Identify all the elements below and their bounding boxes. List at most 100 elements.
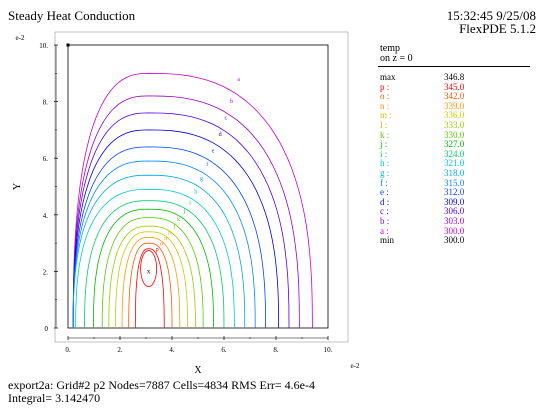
legend-entry: n : 339.0	[380, 100, 525, 111]
legend-key: c :	[380, 206, 389, 217]
contour-label-a: a	[237, 77, 240, 83]
legend-key: e :	[380, 187, 389, 198]
y-exponent-label: e-2	[16, 34, 25, 42]
contour-o	[128, 242, 173, 328]
legend-entry: b : 303.0	[380, 217, 525, 226]
timestamp: 15:32:45 9/25/08	[446, 8, 536, 23]
contour-k	[101, 217, 204, 329]
outer-frame	[54, 31, 349, 343]
contour-label-c: c	[224, 115, 227, 121]
x-exponent-label: e-2	[351, 362, 360, 370]
legend-entry: o : 342.0	[380, 92, 525, 101]
legend-value: 300.0	[444, 225, 465, 236]
y-tick-label: 6.	[43, 155, 49, 163]
contour-g	[72, 174, 246, 329]
legend-key: j :	[380, 139, 388, 150]
legend-entry: j : 327.0	[380, 140, 525, 149]
x-tick-label: 4.	[169, 346, 175, 354]
contour-j	[93, 208, 214, 329]
x-tick-label: 8.	[273, 346, 279, 354]
legend-entry: a : 300.0	[380, 225, 525, 236]
legend-key: m :	[380, 110, 392, 121]
contour-c	[72, 112, 290, 329]
legend-key: k :	[380, 129, 390, 140]
contour-label-j: j	[183, 209, 186, 215]
contour-label-g: g	[200, 176, 203, 182]
legend-key: i :	[380, 148, 388, 159]
footer-stats: export2a: Grid#2 p2 Nodes=7887 Cells=483…	[8, 378, 315, 392]
legend-entry: d : 309.0	[380, 196, 525, 207]
y-tick-label: 4.	[43, 212, 49, 220]
legend-entry: m : 336.0	[380, 111, 525, 120]
legend-value: 315.0	[444, 177, 465, 188]
contour-label-f: f	[206, 161, 208, 168]
legend-value: 303.0	[444, 216, 465, 226]
legend-key: p :	[380, 81, 390, 92]
legend-key: a :	[380, 225, 389, 236]
legend-value: 346.8	[444, 72, 465, 82]
contour-d	[72, 129, 280, 329]
x-tick-label: 0.	[65, 346, 71, 354]
version-label: FlexPDE 5.1.2	[459, 21, 536, 36]
legend-value: 339.0	[444, 100, 465, 111]
contour-m	[115, 231, 189, 328]
legend-entry: k : 330.0	[380, 129, 525, 140]
legend-divider	[378, 66, 530, 67]
legend-entry: min 300.0	[380, 236, 525, 245]
legend-key: min	[380, 235, 395, 246]
contour-f	[72, 160, 256, 329]
x-tick-label: 2.	[117, 346, 123, 354]
contour-h	[75, 188, 235, 329]
legend-key: n :	[380, 100, 390, 111]
y-axis-label: Y	[12, 183, 23, 190]
legend-value: 330.0	[444, 129, 465, 140]
legend-value: 306.0	[444, 206, 465, 217]
legend-key: h :	[380, 158, 390, 169]
legend-subtitle: on z = 0	[380, 53, 413, 64]
hot-spot-contour	[140, 250, 158, 287]
contour-label-h: h	[194, 189, 197, 195]
chart-title: Steady Heat Conduction	[8, 8, 136, 23]
x-axis-label: X	[194, 365, 202, 376]
corner-marker	[66, 43, 70, 47]
y-tick-label: 8.	[43, 99, 49, 107]
contour-i	[84, 200, 225, 329]
footer-integral: Integral= 3.142470	[8, 391, 101, 405]
contour-label-o: o	[160, 242, 163, 248]
legend-entry: h : 321.0	[380, 159, 525, 168]
legend-entry: max 346.8	[380, 73, 525, 82]
contour-label-d: d	[219, 132, 222, 138]
legend-value: 309.0	[444, 196, 465, 207]
legend-value: 300.0	[444, 235, 465, 246]
legend-key: o :	[380, 91, 390, 102]
legend-title: temp	[380, 43, 400, 54]
legend-key: f :	[380, 177, 388, 188]
contour-label-b: b	[230, 99, 233, 105]
legend-value: 345.0	[444, 81, 465, 92]
legend-value: 336.0	[444, 110, 465, 121]
legend-entry: c : 306.0	[380, 207, 525, 216]
contour-e	[72, 146, 267, 329]
y-tick-label: 2.	[43, 268, 49, 276]
legend-entry: g : 318.0	[380, 169, 525, 178]
legend-entry: p : 345.0	[380, 81, 525, 92]
contour-label-m: m	[168, 231, 173, 237]
legend-key: b :	[380, 216, 390, 226]
contour-label-k: k	[177, 217, 180, 223]
legend-key: l :	[380, 120, 388, 130]
legend-value: 318.0	[444, 168, 465, 178]
legend-key: d :	[380, 196, 390, 207]
legend-value: 324.0	[444, 148, 465, 159]
legend-entry: f : 315.0	[380, 177, 525, 188]
legend-entry: i : 324.0	[380, 148, 525, 159]
contour-p	[134, 248, 165, 329]
contour-label-p: p	[156, 247, 159, 253]
legend-entry: e : 312.0	[380, 188, 525, 197]
y-tick-label: 0	[45, 325, 49, 333]
contour-a	[72, 72, 313, 329]
contour-b	[72, 95, 300, 329]
contour-label-n: n	[164, 236, 167, 242]
plot-frame	[67, 44, 329, 329]
legend-key: g :	[380, 168, 390, 178]
